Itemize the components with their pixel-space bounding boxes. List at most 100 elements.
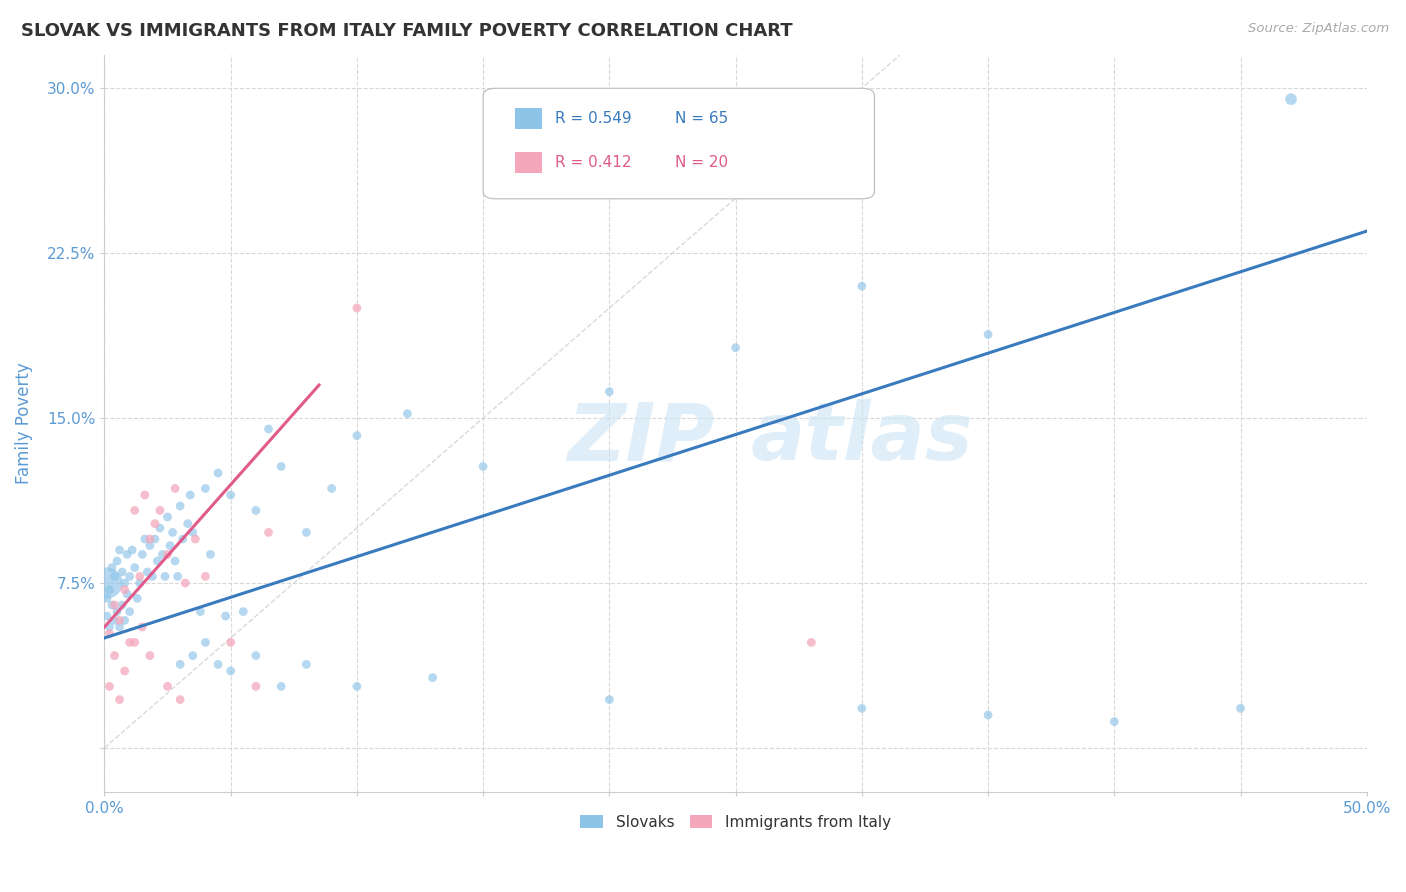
Point	[169, 692, 191, 706]
Point	[232, 605, 254, 619]
Point	[152, 548, 174, 562]
Point	[124, 560, 146, 574]
Point	[396, 407, 419, 421]
Point	[149, 521, 172, 535]
Point	[146, 554, 169, 568]
Point	[270, 459, 292, 474]
FancyBboxPatch shape	[484, 88, 875, 199]
Point	[139, 539, 162, 553]
Y-axis label: Family Poverty: Family Poverty	[15, 363, 32, 484]
Point	[295, 525, 318, 540]
Bar	[515, 153, 543, 173]
Point	[111, 598, 134, 612]
Point	[141, 569, 163, 583]
Point	[101, 560, 124, 574]
Text: ZIP: ZIP	[567, 400, 714, 477]
Point	[270, 679, 292, 693]
Point	[219, 635, 242, 649]
Point	[219, 488, 242, 502]
Point	[118, 635, 141, 649]
Point	[114, 614, 136, 628]
Point	[118, 569, 141, 583]
Point	[108, 614, 131, 628]
Point	[1279, 92, 1302, 106]
Point	[214, 609, 236, 624]
Point	[174, 576, 197, 591]
Point	[149, 503, 172, 517]
Point	[169, 499, 191, 513]
Point	[207, 466, 229, 480]
Text: atlas: atlas	[751, 400, 973, 477]
Point	[156, 548, 179, 562]
Text: N = 20: N = 20	[675, 155, 728, 170]
Point	[103, 569, 125, 583]
Point	[346, 428, 368, 442]
Point	[134, 532, 156, 546]
Point	[172, 532, 194, 546]
Point	[121, 543, 143, 558]
Point	[159, 539, 181, 553]
Point	[111, 565, 134, 579]
Point	[108, 692, 131, 706]
Point	[184, 532, 207, 546]
Text: R = 0.412: R = 0.412	[555, 155, 631, 170]
Point	[162, 525, 184, 540]
Point	[207, 657, 229, 672]
Point	[190, 605, 212, 619]
Point	[98, 620, 121, 634]
Point	[472, 459, 495, 474]
Point	[103, 648, 125, 663]
Point	[200, 548, 222, 562]
Point	[169, 657, 191, 672]
Point	[143, 516, 166, 531]
Point	[115, 587, 138, 601]
Point	[194, 569, 217, 583]
Point	[131, 548, 153, 562]
Point	[179, 488, 201, 502]
Point	[1104, 714, 1126, 729]
Point	[128, 569, 150, 583]
Point	[98, 582, 121, 597]
Point	[219, 664, 242, 678]
Point	[131, 620, 153, 634]
Point	[118, 605, 141, 619]
Point	[124, 635, 146, 649]
Text: R = 0.549: R = 0.549	[555, 111, 631, 126]
Point	[153, 569, 176, 583]
Point	[321, 482, 343, 496]
Point	[166, 569, 188, 583]
Point	[108, 620, 131, 634]
Point	[101, 598, 124, 612]
Point	[245, 679, 267, 693]
Point	[103, 598, 125, 612]
Point	[114, 582, 136, 597]
Point	[98, 679, 121, 693]
Point	[257, 422, 280, 436]
Point	[143, 532, 166, 546]
Point	[115, 548, 138, 562]
Point	[724, 341, 747, 355]
Point	[346, 679, 368, 693]
Point	[156, 510, 179, 524]
Point	[134, 488, 156, 502]
Point	[194, 635, 217, 649]
Legend: Slovaks, Immigrants from Italy: Slovaks, Immigrants from Italy	[574, 809, 897, 836]
Point	[257, 525, 280, 540]
Point	[114, 664, 136, 678]
Point	[105, 605, 128, 619]
Point	[1229, 701, 1251, 715]
Point	[108, 543, 131, 558]
Point	[136, 565, 159, 579]
Point	[851, 279, 873, 293]
Point	[139, 532, 162, 546]
Text: SLOVAK VS IMMIGRANTS FROM ITALY FAMILY POVERTY CORRELATION CHART: SLOVAK VS IMMIGRANTS FROM ITALY FAMILY P…	[21, 22, 793, 40]
Point	[977, 708, 1000, 723]
Point	[165, 482, 187, 496]
Point	[96, 591, 118, 606]
Point	[295, 657, 318, 672]
Point	[128, 576, 150, 591]
Point	[422, 671, 444, 685]
Text: N = 65: N = 65	[675, 111, 728, 126]
Point	[194, 482, 217, 496]
Bar	[515, 108, 543, 128]
